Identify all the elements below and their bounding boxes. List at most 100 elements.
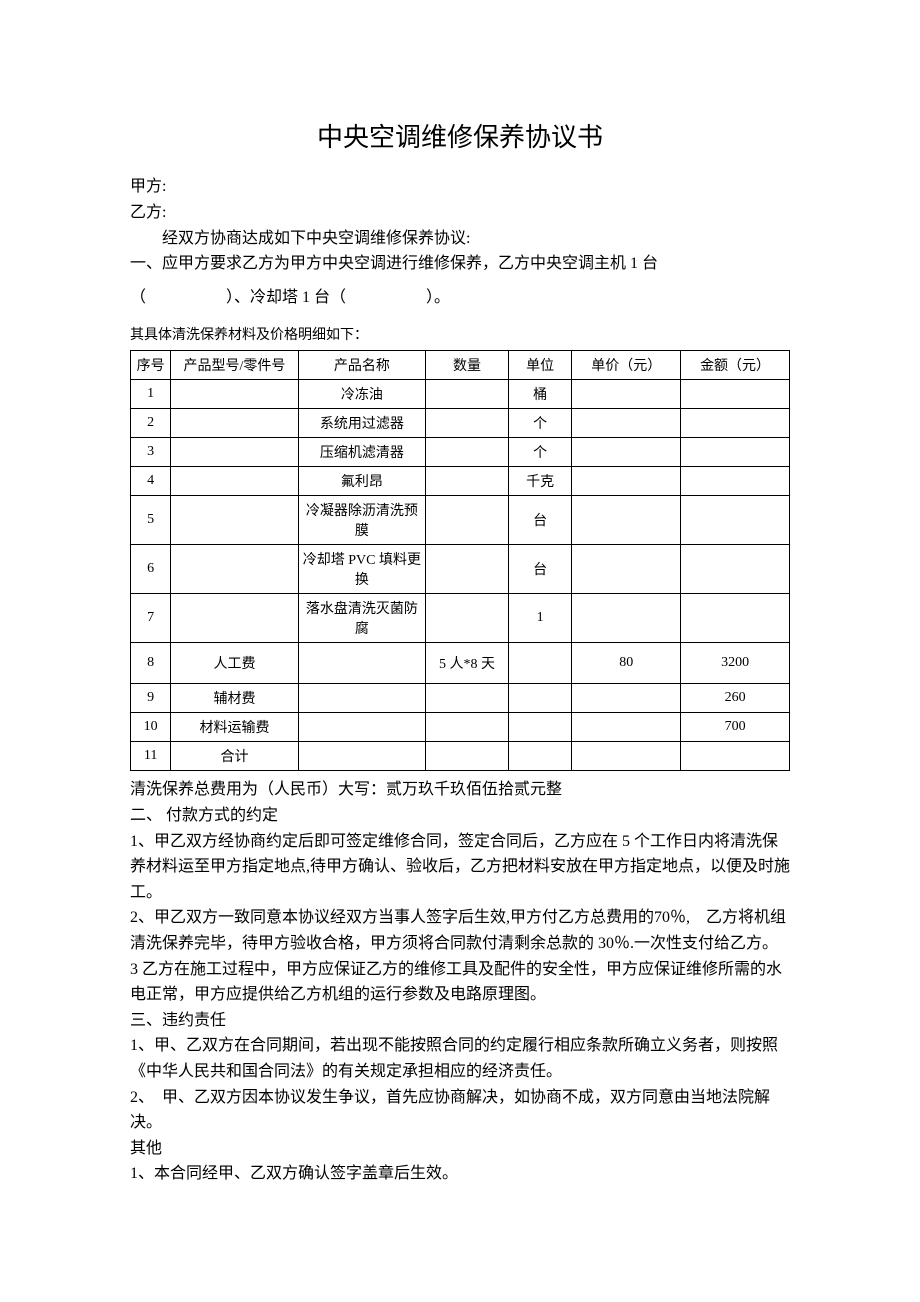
cell-qty	[426, 380, 509, 409]
cell-amount	[681, 467, 790, 496]
cell-qty	[426, 545, 509, 594]
cell-seq: 8	[131, 643, 171, 684]
materials-table: 序号 产品型号/零件号 产品名称 数量 单位 单价（元） 金额（元） 1 冷冻油…	[130, 350, 790, 771]
table-row: 9 辅材费 260	[131, 684, 790, 713]
th-qty: 数量	[426, 351, 509, 380]
cell-model: 合计	[171, 742, 298, 771]
cell-qty	[426, 713, 509, 742]
cell-seq: 4	[131, 467, 171, 496]
cell-price	[572, 594, 681, 643]
cell-model	[171, 409, 298, 438]
cell-name	[298, 643, 426, 684]
cell-qty: 5 人*8 天	[426, 643, 509, 684]
cell-model: 人工费	[171, 643, 298, 684]
table-intro: 其具体清洗保养材料及价格明细如下：	[130, 324, 790, 344]
cell-model	[171, 438, 298, 467]
th-model: 产品型号/零件号	[171, 351, 298, 380]
cell-amount: 700	[681, 713, 790, 742]
table-row: 8 人工费 5 人*8 天 80 3200	[131, 643, 790, 684]
cell-name	[298, 684, 426, 713]
section2-p2: 2、甲乙双方一致同意本协议经双方当事人签字后生效,甲方付乙方总费用的70％, 乙…	[130, 905, 790, 956]
cell-amount	[681, 409, 790, 438]
cell-name	[298, 713, 426, 742]
section3-p2: 2、 甲、乙双方因本协议发生争议，首先应协商解决，如协商不成，双方同意由当地法院…	[130, 1085, 790, 1136]
cell-unit: 1	[508, 594, 571, 643]
cell-qty	[426, 467, 509, 496]
cell-name	[298, 742, 426, 771]
clause1-line1: 一、应甲方要求乙方为甲方中央空调进行维修保养，乙方中央空调主机 1 台	[130, 251, 790, 277]
table-row: 7 落水盘清洗灭菌防腐 1	[131, 594, 790, 643]
cell-price	[572, 467, 681, 496]
cell-name: 系统用过滤器	[298, 409, 426, 438]
cell-price	[572, 713, 681, 742]
cell-model: 材料运输费	[171, 713, 298, 742]
cell-unit: 台	[508, 545, 571, 594]
cell-qty	[426, 496, 509, 545]
cell-qty	[426, 409, 509, 438]
cell-qty	[426, 684, 509, 713]
other-heading: 其他	[130, 1136, 790, 1162]
table-row: 1 冷冻油 桶	[131, 380, 790, 409]
cell-unit	[508, 713, 571, 742]
th-name: 产品名称	[298, 351, 426, 380]
cell-unit	[508, 684, 571, 713]
th-unit: 单位	[508, 351, 571, 380]
table-row: 4 氟利昂 千克	[131, 467, 790, 496]
cell-qty	[426, 594, 509, 643]
cell-unit: 个	[508, 409, 571, 438]
cell-seq: 7	[131, 594, 171, 643]
table-row: 10 材料运输费 700	[131, 713, 790, 742]
cell-model	[171, 545, 298, 594]
cell-price	[572, 742, 681, 771]
cell-unit: 个	[508, 438, 571, 467]
table-row: 2 系统用过滤器 个	[131, 409, 790, 438]
th-price: 单价（元）	[572, 351, 681, 380]
cell-price	[572, 409, 681, 438]
cell-unit: 台	[508, 496, 571, 545]
th-seq: 序号	[131, 351, 171, 380]
section3-p1: 1、甲、乙双方在合同期间，若出现不能按照合同的约定履行相应条款所确立义务者，则按…	[130, 1033, 790, 1084]
cell-price	[572, 380, 681, 409]
table-row: 6 冷却塔 PVC 填料更换 台	[131, 545, 790, 594]
table-row: 11 合计	[131, 742, 790, 771]
cell-unit: 千克	[508, 467, 571, 496]
cell-amount	[681, 594, 790, 643]
cell-seq: 5	[131, 496, 171, 545]
cell-model	[171, 380, 298, 409]
cell-amount	[681, 496, 790, 545]
table-row: 3 压缩机滤清器 个	[131, 438, 790, 467]
document-title: 中央空调维修保养协议书	[130, 117, 790, 154]
cell-amount	[681, 742, 790, 771]
th-amount: 金额（元）	[681, 351, 790, 380]
section2-p1: 1、甲乙双方经协商约定后即可签定维修合同，签定合同后，乙方应在 5 个工作日内将…	[130, 829, 790, 906]
cell-price: 80	[572, 643, 681, 684]
cell-amount	[681, 438, 790, 467]
cell-seq: 3	[131, 438, 171, 467]
negotiation-line: 经双方协商达成如下中央空调维修保养协议:	[130, 226, 790, 252]
cell-name: 压缩机滤清器	[298, 438, 426, 467]
cell-seq: 9	[131, 684, 171, 713]
cell-model	[171, 594, 298, 643]
party-a-line: 甲方:	[130, 174, 790, 200]
document-page: 中央空调维修保养协议书 甲方: 乙方: 经双方协商达成如下中央空调维修保养协议:…	[0, 0, 920, 1247]
cell-amount: 3200	[681, 643, 790, 684]
section3-heading: 三、违约责任	[130, 1008, 790, 1034]
cell-name: 冷凝器除沥清洗预膜	[298, 496, 426, 545]
cell-model	[171, 496, 298, 545]
cell-price	[572, 438, 681, 467]
cell-name: 冷冻油	[298, 380, 426, 409]
clause1-line2: （ ）、冷却塔 1 台（ ）。	[130, 285, 790, 311]
cell-seq: 10	[131, 713, 171, 742]
cell-name: 氟利昂	[298, 467, 426, 496]
cell-unit: 桶	[508, 380, 571, 409]
cell-amount: 260	[681, 684, 790, 713]
cell-amount	[681, 545, 790, 594]
cell-model: 辅材费	[171, 684, 298, 713]
cell-price	[572, 545, 681, 594]
cell-seq: 1	[131, 380, 171, 409]
other-p1: 1、本合同经甲、乙双方确认签字盖章后生效。	[130, 1161, 790, 1187]
cell-name: 冷却塔 PVC 填料更换	[298, 545, 426, 594]
cell-qty	[426, 742, 509, 771]
cell-model	[171, 467, 298, 496]
cell-unit	[508, 742, 571, 771]
